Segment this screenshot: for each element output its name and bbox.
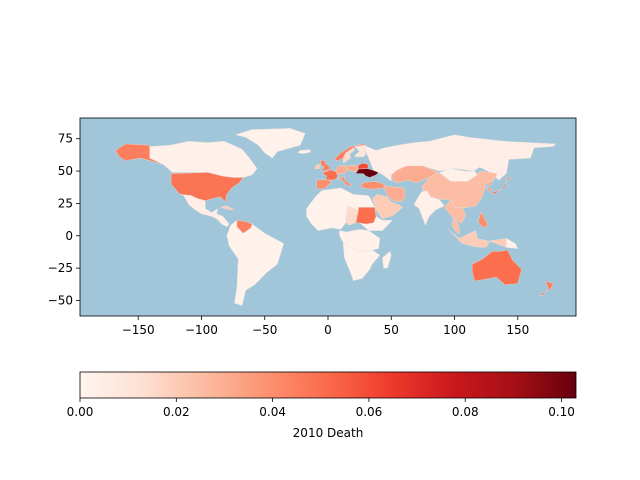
x-tick-label: 150 — [506, 323, 529, 337]
country-korea — [485, 180, 493, 192]
x-tick-label: 100 — [443, 323, 466, 337]
colorbar-label: 2010 Death — [293, 426, 364, 440]
x-tick-label: −100 — [185, 323, 218, 337]
country-papua-new-guinea — [506, 238, 519, 249]
country-india — [413, 190, 445, 226]
country-spain — [316, 179, 333, 190]
country-japan — [492, 177, 513, 195]
country-philippines — [478, 211, 488, 229]
country-madagascar — [382, 250, 392, 269]
y-tick-label: 25 — [58, 196, 73, 210]
colorbar-tick-label: 0.08 — [452, 405, 479, 419]
countries-layer — [115, 128, 557, 306]
country-alaska — [115, 143, 164, 165]
colorbar-tick-label: 0.06 — [356, 405, 383, 419]
y-tick-label: 75 — [58, 132, 73, 146]
country-central-africa — [339, 229, 381, 252]
country-france — [321, 169, 339, 181]
colorbar-tick-label: 0.04 — [259, 405, 286, 419]
country-belarus — [357, 163, 369, 170]
y-tick-label: −25 — [48, 261, 73, 275]
country-russia — [363, 134, 557, 182]
colorbar: 0.00 0.02 0.04 0.06 0.08 0.10 2010 Death — [67, 371, 577, 440]
y-tick-label: 50 — [58, 164, 73, 178]
map-axes: −150 −100 −50 0 50 100 150 75 50 25 0 −25 −50 — [48, 117, 577, 337]
country-cuba — [219, 205, 235, 211]
colorbar-gradient — [79, 371, 577, 399]
country-mexico — [179, 194, 219, 217]
colorbar-tick-label: 0.00 — [67, 405, 94, 419]
country-iran — [383, 185, 406, 203]
country-southeast-asia — [444, 199, 467, 235]
country-sudan — [355, 207, 377, 225]
x-tick-label: −50 — [252, 323, 277, 337]
country-italy — [336, 175, 352, 187]
country-canada — [149, 141, 258, 178]
country-venezuela — [236, 219, 253, 234]
country-greenland — [234, 128, 306, 159]
colorbar-ticks: 0.00 0.02 0.04 0.06 0.08 0.10 — [67, 398, 575, 419]
colorbar-tick-label: 0.02 — [163, 405, 190, 419]
country-united-kingdom — [320, 159, 331, 172]
country-ireland — [315, 164, 321, 170]
country-australia — [472, 249, 522, 286]
x-axis-ticks: −150 −100 −50 0 50 100 150 — [122, 316, 529, 337]
y-tick-label: −50 — [48, 293, 73, 307]
country-iceland — [297, 149, 311, 154]
country-arabia — [372, 194, 404, 220]
x-tick-label: 50 — [384, 323, 399, 337]
country-central-america — [211, 213, 230, 227]
y-axis-ticks: 75 50 25 0 −25 −50 — [48, 132, 80, 307]
colorbar-tick-label: 0.10 — [548, 405, 575, 419]
country-new-zealand — [538, 280, 554, 296]
country-sweden — [343, 147, 355, 164]
x-tick-label: −150 — [122, 323, 155, 337]
country-southern-africa — [342, 243, 381, 282]
x-tick-label: 0 — [324, 323, 332, 337]
country-mongolia — [438, 168, 478, 182]
y-tick-label: 0 — [65, 229, 73, 243]
